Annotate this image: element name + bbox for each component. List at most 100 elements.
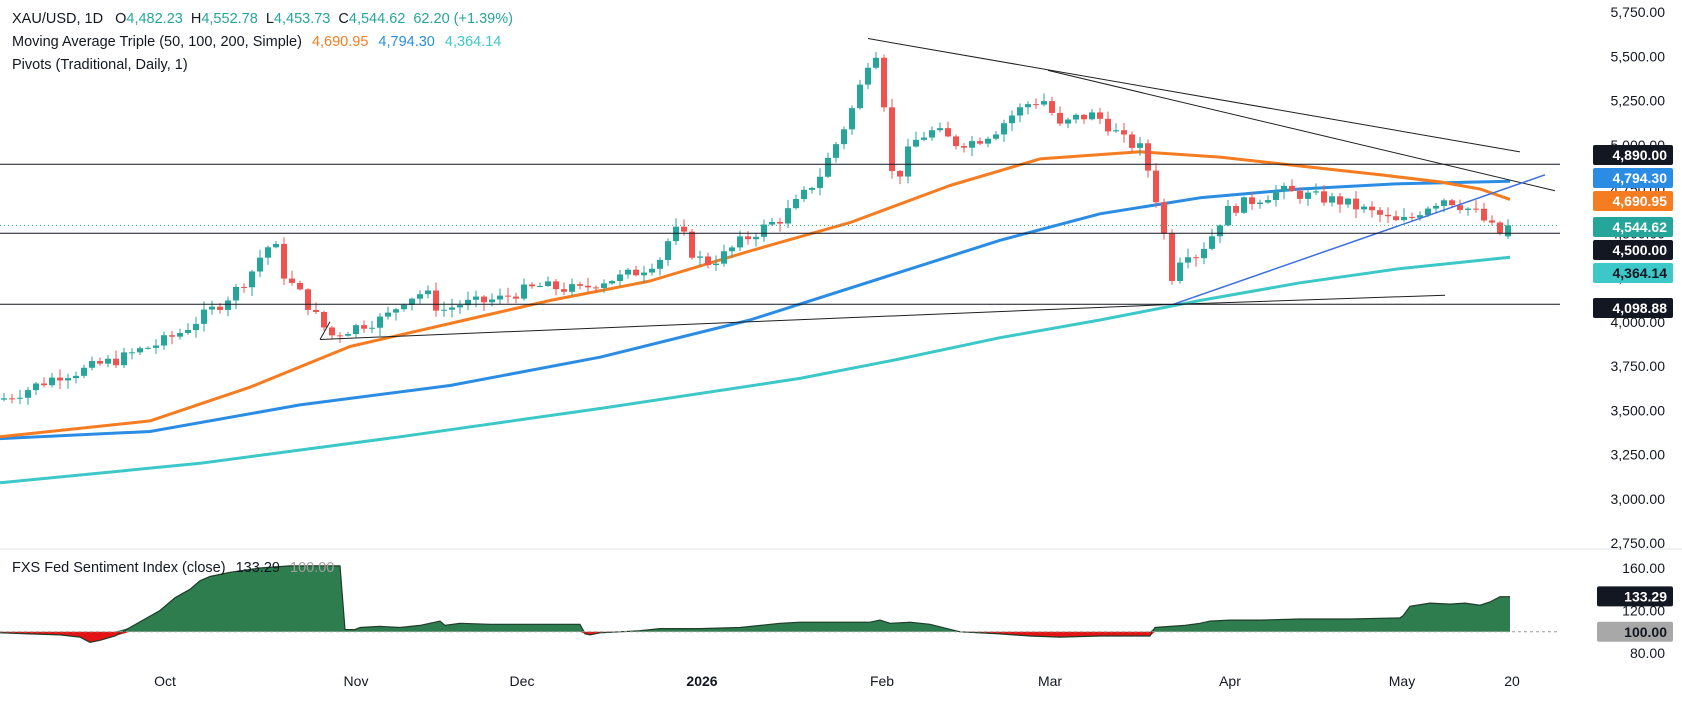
- indicator-last-label: 133.29: [1624, 588, 1667, 604]
- candle-up: [809, 187, 815, 190]
- candle-down: [1449, 200, 1455, 206]
- candle-up: [969, 141, 975, 148]
- candle-up: [369, 327, 375, 329]
- price-tick-label: 3,500.00: [1611, 402, 1666, 418]
- candle-up: [985, 138, 991, 144]
- candle-down: [705, 256, 711, 266]
- candle-up: [857, 84, 863, 109]
- candle-down: [97, 361, 103, 364]
- candle-down: [281, 243, 287, 279]
- close-value: 4,544.62: [348, 11, 406, 27]
- price-badge: [1593, 263, 1673, 283]
- sentiment-negative-area: [0, 631, 1510, 643]
- candle-down: [1321, 191, 1327, 203]
- candle-up: [161, 335, 167, 346]
- candle-up: [1225, 206, 1231, 226]
- candle-up: [81, 367, 87, 376]
- candle-down: [1249, 197, 1255, 205]
- candle-up: [425, 290, 431, 295]
- change-value: 62.20 (+1.39%): [413, 11, 513, 27]
- ma-legend-label: Moving Average Triple (50, 100, 200, Sim…: [12, 34, 302, 50]
- candle-up: [465, 299, 471, 306]
- candle-down: [553, 281, 559, 290]
- candle-down: [481, 296, 487, 303]
- candle-up: [1177, 262, 1183, 281]
- high-label: H: [190, 11, 202, 27]
- candle-down: [1385, 214, 1391, 217]
- price-badge: [1593, 168, 1673, 188]
- price-badge: [1593, 298, 1673, 318]
- candle-up: [761, 224, 767, 237]
- candle-down: [1105, 118, 1111, 132]
- sentiment-line: [0, 565, 1510, 644]
- candle-down: [313, 309, 319, 312]
- sma50-line: [0, 150, 1511, 439]
- candle-up: [1329, 196, 1335, 203]
- lower-trendline: [319, 303, 1174, 340]
- candle-up: [185, 329, 191, 333]
- candle-up: [1257, 202, 1263, 205]
- candle-up: [1505, 225, 1511, 237]
- candle-up: [409, 298, 415, 305]
- candle-up: [225, 300, 231, 310]
- candle-up: [33, 383, 39, 391]
- price-badge-label: 4,500.00: [1613, 242, 1668, 258]
- ma-legend: Moving Average Triple (50, 100, 200, Sim…: [12, 34, 501, 50]
- candle-up: [273, 243, 279, 248]
- candle-up: [201, 309, 207, 324]
- candle-up: [105, 358, 111, 364]
- candle-up: [1009, 115, 1015, 124]
- time-tick-label: Nov: [344, 673, 369, 689]
- candle-up: [1441, 200, 1447, 206]
- ohlc-legend: XAU/USD, 1D O4,482.23 H4,552.78 L4,453.7…: [12, 11, 513, 27]
- time-tick-label: Dec: [510, 673, 535, 689]
- candle-down: [593, 287, 599, 289]
- candle-up: [521, 284, 527, 299]
- candle-up: [1281, 185, 1287, 192]
- candle-up: [89, 361, 95, 368]
- price-tick-label: 3,000.00: [1611, 491, 1666, 507]
- candle-down: [1297, 190, 1303, 199]
- close-label: C: [338, 11, 349, 27]
- candle-up: [721, 251, 727, 264]
- candle-up: [393, 309, 399, 313]
- candle-down: [9, 398, 15, 400]
- time-tick-label: Feb: [870, 673, 894, 689]
- candle-up: [49, 377, 55, 386]
- indicator-tick-label: 160.00: [1622, 560, 1665, 576]
- time-tick-label: 2026: [686, 673, 717, 689]
- candle-up: [929, 130, 935, 138]
- candle-down: [681, 226, 687, 232]
- candle-up: [417, 294, 423, 299]
- candle-down: [585, 285, 591, 288]
- resistance-trendline-short: [1047, 69, 1556, 192]
- price-badge: [1593, 217, 1673, 237]
- candle-down: [41, 383, 47, 386]
- candle-up: [825, 157, 831, 177]
- pivots-legend: Pivots (Traditional, Daily, 1): [12, 57, 188, 73]
- candle-up: [849, 108, 855, 130]
- candle-up: [1201, 248, 1207, 259]
- candle-up: [17, 397, 23, 399]
- candle-up: [1137, 143, 1143, 148]
- high-value: 4,552.78: [201, 11, 258, 27]
- candle-down: [305, 289, 311, 310]
- candle-down: [1033, 104, 1039, 106]
- candle-down: [1393, 216, 1399, 221]
- candle-up: [993, 134, 999, 139]
- support-trendline: [1172, 174, 1546, 306]
- candle-down: [57, 377, 63, 381]
- candle-up: [1425, 208, 1431, 216]
- candle-down: [289, 278, 295, 283]
- candle-up: [497, 295, 503, 300]
- time-tick-label: Mar: [1038, 673, 1062, 689]
- candle-up: [817, 176, 823, 188]
- candle-up: [1, 398, 7, 400]
- price-badge-label: 4,794.30: [1613, 170, 1668, 186]
- candle-up: [1185, 257, 1191, 263]
- candle-up: [73, 375, 79, 379]
- candle-down: [1153, 170, 1159, 203]
- candle-up: [649, 268, 655, 273]
- candle-down: [1457, 205, 1463, 210]
